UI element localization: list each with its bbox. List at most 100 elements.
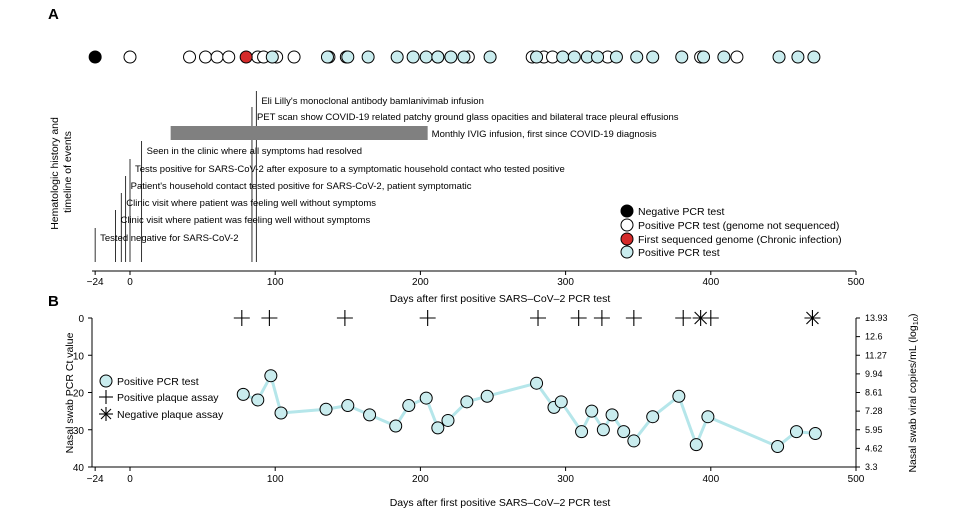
- positive-pcr-point: [319, 402, 333, 416]
- x-tick-label: 100: [267, 474, 284, 485]
- y-tick-label: 30: [73, 426, 85, 437]
- legend-white-marker: [620, 218, 634, 232]
- panel-a-ylabel-line1: Hematologic history and: [49, 117, 61, 230]
- positive-pcr-point: [460, 395, 474, 409]
- positive-pcr-unsequenced-dot: [123, 50, 137, 64]
- right-y-tick-label: 11.27: [865, 350, 887, 360]
- right-y-tick-label: 13.93: [865, 313, 888, 323]
- legend-cyan-marker: [620, 245, 634, 259]
- positive-pcr-dot: [646, 50, 660, 64]
- positive-pcr-dot: [697, 50, 711, 64]
- y-tick-label: 20: [73, 389, 85, 400]
- y-tick-label: 0: [78, 314, 84, 325]
- legend-b-circle-marker: [99, 374, 113, 388]
- positive-pcr-point: [789, 425, 803, 439]
- positive-pcr-point: [596, 423, 610, 437]
- panel-a-pcr-timeline: [88, 50, 821, 64]
- right-y-tick-label: 12.6: [865, 332, 883, 342]
- positive-pcr-point: [251, 393, 265, 407]
- positive-pcr-point: [441, 413, 455, 427]
- positive-pcr-unsequenced-dot: [730, 50, 744, 64]
- positive-pcr-point: [808, 426, 822, 440]
- x-tick-label: 400: [702, 474, 719, 485]
- positive-pcr-point: [646, 410, 660, 424]
- positive-pcr-point: [605, 408, 619, 422]
- positive-plaque-marker: [675, 310, 692, 326]
- positive-pcr-point: [264, 369, 278, 383]
- panel-a-ylabel: Hematologic history and timeline of even…: [49, 114, 74, 230]
- x-tick-label: −24: [87, 277, 104, 288]
- positive-pcr-dot: [675, 50, 689, 64]
- positive-pcr-dot: [457, 50, 471, 64]
- positive-pcr-dot: [717, 50, 731, 64]
- positive-pcr-point: [431, 421, 445, 435]
- legend-b-plus-marker: [99, 390, 113, 404]
- event-label: Clinic visit where patient was feeling w…: [120, 215, 370, 226]
- event-label: Seen in the clinic where all symptoms ha…: [147, 146, 362, 157]
- event-label: Monthly IVIG infusion, first since COVID…: [432, 129, 657, 140]
- negative-plaque-marker: [692, 310, 709, 326]
- event-label: PET scan show COVID-19 related patchy gr…: [257, 112, 679, 123]
- positive-pcr-dot: [530, 50, 544, 64]
- right-ylabel-main: Nasal swab viral copies/mL (log: [907, 325, 919, 472]
- legend-b-circle-label: Positive PCR test: [117, 376, 199, 388]
- positive-plaque-marker: [530, 310, 547, 326]
- panel-b-left-ylabel: Nasal swab PCR Ct value: [64, 332, 76, 453]
- positive-pcr-unsequenced-dot: [183, 50, 197, 64]
- star-d2: [694, 311, 708, 325]
- right-y-tick-label: 4.62: [865, 443, 883, 453]
- positive-pcr-point: [363, 408, 377, 422]
- positive-pcr-point: [530, 376, 544, 390]
- panel-a-x-axis: −24 0 100 200 300 400 500: [87, 270, 865, 288]
- panel-b-legend: Positive PCR test Positive plaque assay …: [99, 374, 224, 421]
- positive-pcr-point: [617, 425, 631, 439]
- positive-pcr-point: [419, 391, 433, 405]
- positive-plaque-marker: [593, 310, 610, 326]
- legend-cyan-label: Positive PCR test: [638, 247, 720, 259]
- star-d2: [806, 311, 819, 325]
- legend-b-plus-label: Positive plaque assay: [117, 392, 219, 404]
- positive-pcr-point: [389, 419, 403, 433]
- x-tick-label: 400: [702, 277, 719, 288]
- y-tick-label: 10: [73, 351, 85, 362]
- positive-plaque-marker: [261, 310, 278, 326]
- event-label: Tested negative for SARS-CoV-2: [100, 233, 238, 244]
- panel-b-xlabel: Days after first positive SARS–CoV–2 PCR…: [390, 497, 611, 509]
- positive-pcr-unsequenced-dot: [210, 50, 224, 64]
- positive-pcr-dot: [609, 50, 623, 64]
- positive-pcr-point: [701, 410, 715, 424]
- legend-negative-label: Negative PCR test: [638, 206, 724, 218]
- positive-pcr-dot: [390, 50, 404, 64]
- x-tick-label: 300: [557, 474, 574, 485]
- panel-a-event-timeline: Eli Lilly's monoclonal antibody bamlaniv…: [94, 91, 679, 262]
- positive-pcr-dot: [341, 50, 355, 64]
- negative-pcr-dot: [88, 50, 102, 64]
- positive-plaque-marker: [570, 310, 587, 326]
- positive-pcr-point: [554, 395, 568, 409]
- positive-pcr-point: [402, 399, 416, 413]
- y-tick-label: 40: [73, 463, 85, 474]
- x-tick-label: 300: [557, 277, 574, 288]
- positive-pcr-unsequenced-dot: [287, 50, 301, 64]
- panel-b-label: B: [48, 293, 59, 310]
- legend-negative-marker: [620, 204, 634, 218]
- positive-pcr-dot: [791, 50, 805, 64]
- x-tick-label: 500: [848, 474, 865, 485]
- x-tick-label: −24: [87, 474, 104, 485]
- positive-plaque-marker: [336, 310, 353, 326]
- right-y-tick-label: 7.28: [865, 406, 883, 416]
- first-sequenced-genome-dot: [239, 50, 253, 64]
- positive-pcr-dot: [556, 50, 570, 64]
- positive-pcr-dot: [483, 50, 497, 64]
- positive-pcr-point: [672, 389, 686, 403]
- positive-pcr-dot: [772, 50, 786, 64]
- panel-b-plot: [233, 310, 822, 454]
- right-y-tick-label: 8.61: [865, 388, 883, 398]
- x-tick-label: 0: [127, 277, 133, 288]
- event-label: Clinic visit where patient was feeling w…: [126, 198, 376, 209]
- positive-pcr-point: [627, 434, 641, 448]
- x-tick-label: 0: [127, 474, 133, 485]
- positive-pcr-dot: [444, 50, 458, 64]
- event-label: Eli Lilly's monoclonal antibody bamlaniv…: [261, 96, 484, 107]
